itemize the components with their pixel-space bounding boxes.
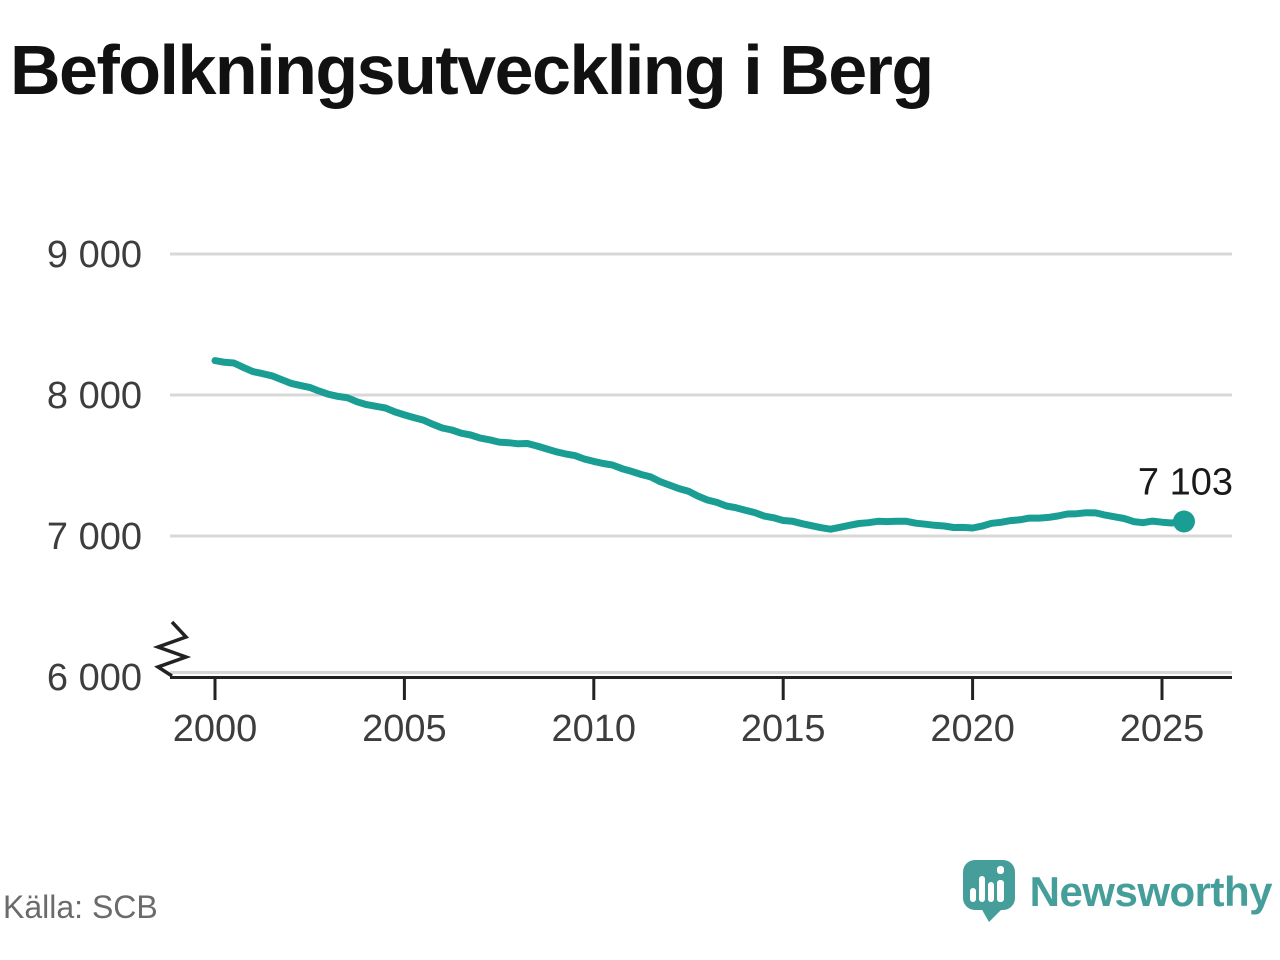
x-tick-label-2010: 2010: [552, 708, 637, 750]
newsworthy-logo-icon: [962, 860, 1015, 922]
x-tick-label-2005: 2005: [362, 708, 447, 750]
page-title: Befolkningsutveckling i Berg: [10, 31, 934, 109]
logo-bar-tall: [978, 876, 985, 902]
y-tick-label-6000: 6 000: [47, 657, 142, 699]
newsworthy-wordmark: Newsworthy: [1029, 867, 1273, 915]
source-note: Källa: SCB: [3, 889, 158, 925]
last-value-label: 7 103: [1138, 461, 1233, 503]
last-point-marker: [1172, 510, 1195, 533]
y-tick-label-9000: 9 000: [47, 234, 142, 276]
axis-break-icon: [152, 620, 192, 678]
logo-bubble-tail: [980, 908, 1003, 922]
x-tick-label-2015: 2015: [741, 708, 826, 750]
population-line: [211, 357, 1188, 533]
x-tick-label-2025: 2025: [1120, 708, 1205, 750]
logo-bar-medium: [987, 882, 994, 902]
x-tick-label-2020: 2020: [930, 708, 1015, 750]
x-tick-label-2000: 2000: [173, 708, 258, 750]
logo-bar-small: [969, 888, 976, 902]
y-tick-label-7000: 7 000: [47, 516, 142, 558]
y-tick-label-8000: 8 000: [47, 375, 142, 417]
logo-exclamation-dot: [996, 866, 1004, 874]
logo-exclamation-bar: [996, 880, 1004, 902]
newsworthy-logo: Newsworthy: [962, 860, 1273, 923]
